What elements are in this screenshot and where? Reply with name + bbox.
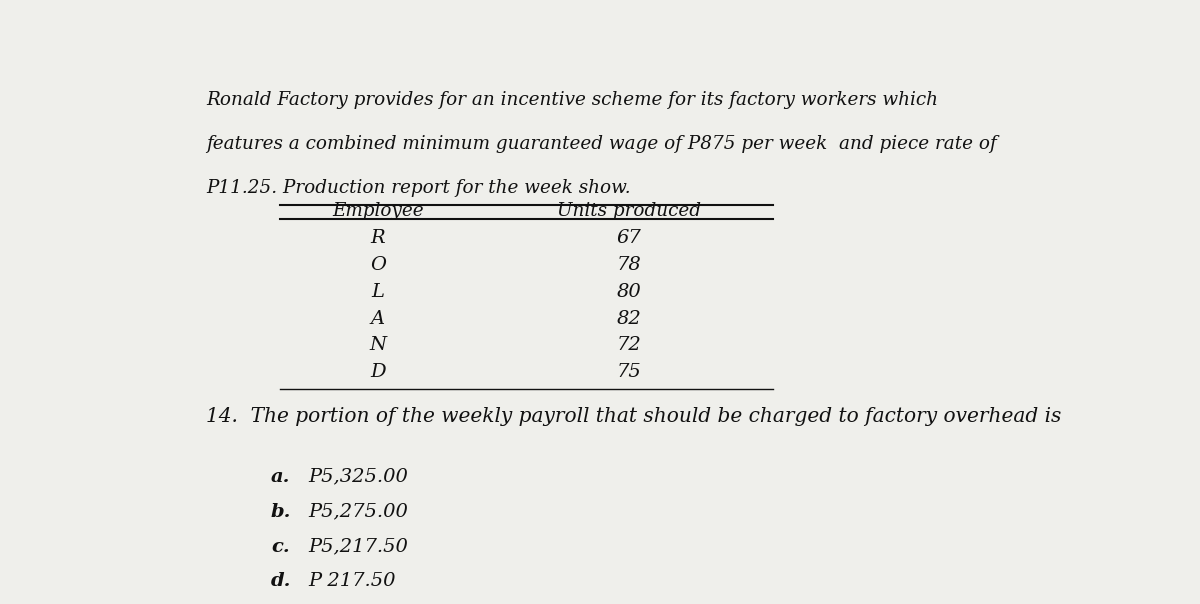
Text: c.: c. [271, 538, 289, 556]
Text: a.: a. [271, 467, 290, 486]
Text: features a combined minimum guaranteed wage of P875 per week  and piece rate of: features a combined minimum guaranteed w… [206, 135, 996, 153]
Text: P11.25. Production report for the week show.: P11.25. Production report for the week s… [206, 179, 630, 198]
Text: A: A [371, 309, 385, 327]
Text: N: N [370, 336, 386, 355]
Text: Employee: Employee [332, 202, 424, 220]
Text: P5,275.00: P5,275.00 [308, 503, 408, 521]
Text: Ronald Factory provides for an incentive scheme for its factory workers which: Ronald Factory provides for an incentive… [206, 91, 938, 109]
Text: P5,217.50: P5,217.50 [308, 538, 408, 556]
Text: 82: 82 [617, 309, 641, 327]
Text: 75: 75 [617, 364, 641, 382]
Text: O: O [370, 255, 386, 274]
Text: 72: 72 [617, 336, 641, 355]
Text: b.: b. [271, 503, 292, 521]
Text: 14.  The portion of the weekly payroll that should be charged to factory overhea: 14. The portion of the weekly payroll th… [206, 407, 1061, 426]
Text: Units produced: Units produced [557, 202, 701, 220]
Text: 78: 78 [617, 255, 641, 274]
Text: D: D [370, 364, 385, 382]
Text: R: R [371, 228, 385, 246]
Text: 80: 80 [617, 283, 641, 301]
Text: d.: d. [271, 573, 292, 591]
Text: L: L [371, 283, 384, 301]
Text: 67: 67 [617, 228, 641, 246]
Text: P 217.50: P 217.50 [308, 573, 396, 591]
Text: P5,325.00: P5,325.00 [308, 467, 408, 486]
